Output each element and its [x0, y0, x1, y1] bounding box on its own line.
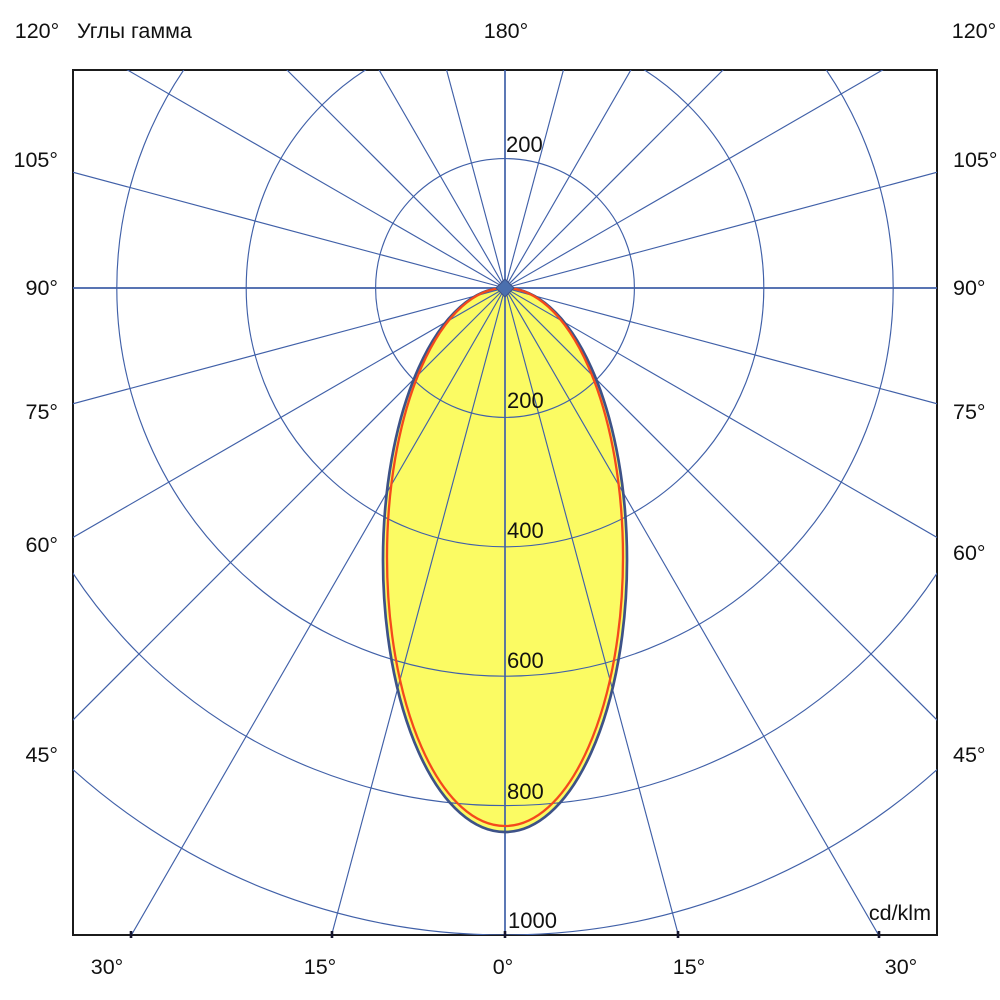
angle-label-left-60: 60° [25, 533, 58, 557]
angle-label-top-left-120: 120° [15, 19, 59, 43]
grid-ray-30 [504, 287, 880, 935]
grid-ray-135 [504, 70, 724, 289]
grid-ray-345 [331, 287, 506, 935]
angle-label-left-105: 105° [14, 148, 58, 172]
angle-label-right-75: 75° [953, 400, 986, 424]
grid-ray-195 [445, 70, 506, 289]
grid-ray-225 [286, 70, 506, 289]
angle-label-right-45: 45° [953, 743, 986, 767]
grid-ray-45 [504, 287, 937, 721]
angle-label-left-75: 75° [25, 400, 58, 424]
chart-title: Углы гамма [77, 19, 192, 43]
angle-label-top-180: 180° [484, 19, 528, 43]
grid-ray-15 [504, 287, 679, 935]
angle-label-bottom-0: 0° [493, 955, 514, 979]
angle-label-left-45: 45° [25, 743, 58, 767]
grid-ray-165 [504, 70, 565, 289]
grid-ray-75 [504, 287, 937, 405]
grid-ray-255 [73, 171, 506, 289]
grid-ray-240 [126, 70, 506, 289]
grid-ray-285 [73, 287, 506, 405]
angle-label-bottom-30-left: 30° [91, 955, 124, 979]
angle-label-left-90: 90° [25, 276, 58, 300]
grid-ray-330 [130, 287, 506, 935]
angle-label-right-90: 90° [953, 276, 986, 300]
ring-label-600: 600 [507, 648, 544, 673]
ring-label-1000: 1000 [508, 908, 557, 933]
polar-center-marker [495, 278, 515, 298]
grid-ray-210 [378, 70, 506, 289]
bottom-axis-ticks [129, 931, 881, 938]
angle-label-bottom-15-right: 15° [673, 955, 706, 979]
angle-label-bottom-15-left: 15° [304, 955, 337, 979]
angle-label-right-60: 60° [953, 541, 986, 565]
ring-label-200-upper: 200 [506, 132, 543, 157]
grid-ray-150 [504, 70, 632, 289]
ring-label-800: 800 [507, 779, 544, 804]
angle-label-right-105: 105° [953, 148, 997, 172]
angle-label-top-right-120: 120° [952, 19, 996, 43]
grid-ray-300 [73, 287, 506, 539]
grid-ray-315 [73, 287, 506, 721]
ring-label-400: 400 [507, 518, 544, 543]
grid-ray-120 [504, 70, 884, 289]
grid-ray-105 [504, 171, 937, 289]
unit-label: cd/klm [869, 901, 931, 925]
angle-label-bottom-30-right: 30° [885, 955, 918, 979]
grid-ray-60 [504, 287, 937, 539]
ring-label-200: 200 [507, 388, 544, 413]
